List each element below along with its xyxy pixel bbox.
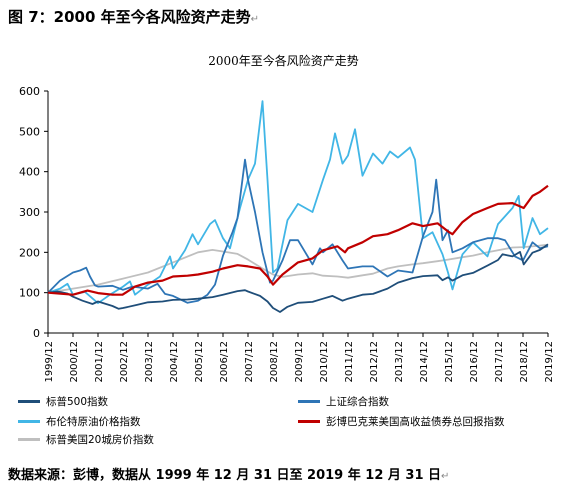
legend-swatch <box>18 420 40 423</box>
series-line-4 <box>47 184 549 296</box>
y-tick-label: 500 <box>19 125 40 138</box>
legend-item: 彭博巴克莱美国高收益债券总回报指数 <box>298 414 505 429</box>
y-tick-label: 100 <box>19 287 40 300</box>
legend-label: 上证综合指数 <box>326 396 389 408</box>
y-tick-label: 0 <box>33 327 40 340</box>
legend-label: 布伦特原油价格指数 <box>46 416 141 428</box>
x-tick-label: 2004/12 <box>169 341 180 383</box>
x-tick-label: 2011/12 <box>344 341 355 383</box>
y-tick-label: 300 <box>19 206 40 219</box>
x-tick-label: 2010/12 <box>319 341 330 383</box>
legend-label: 标普美国20城房价指数 <box>46 434 154 446</box>
series-line-2 <box>47 158 549 304</box>
x-tick-label: 2016/12 <box>469 341 480 383</box>
legend-item: 布伦特原油价格指数 <box>18 414 141 429</box>
x-tick-label: 2017/12 <box>494 341 505 383</box>
legend-label: 彭博巴克莱美国高收益债券总回报指数 <box>326 416 505 428</box>
y-tick-label: 400 <box>19 166 40 179</box>
x-tick-label: 2003/12 <box>144 341 155 383</box>
x-tick-label: 1999/12 <box>44 341 55 383</box>
y-tick-label: 600 <box>19 85 40 98</box>
x-tick-label: 2001/12 <box>94 341 105 383</box>
x-tick-label: 2002/12 <box>119 341 130 383</box>
x-tick-label: 2015/12 <box>444 341 455 383</box>
figure-caption: 图 7：2000 年至今各风险资产走势↵ <box>8 8 260 26</box>
return-mark-icon: ↵ <box>250 14 260 25</box>
x-tick-label: 2012/12 <box>369 341 380 383</box>
series-line-5 <box>47 243 549 294</box>
x-tick-label: 2007/12 <box>244 341 255 383</box>
legend-swatch <box>298 420 320 423</box>
x-tick-label: 2005/12 <box>194 341 205 383</box>
legend-swatch <box>18 400 40 403</box>
series-line-1 <box>47 243 549 313</box>
y-tick-label: 200 <box>19 246 40 259</box>
x-tick-label: 2013/12 <box>394 341 405 383</box>
legend-item: 标普美国20城房价指数 <box>18 432 154 447</box>
x-tick-label: 2006/12 <box>219 341 230 383</box>
x-tick-label: 2014/12 <box>419 341 430 383</box>
chart-legend: 标普500指数 上证综合指数布伦特原油价格指数 彭博巴克莱美国高收益债券总回报指数标… <box>18 394 563 450</box>
x-tick-label: 2009/12 <box>294 341 305 383</box>
legend-item: 标普500指数 <box>18 394 108 409</box>
source-note: 数据来源：彭博，数据从 1999 年 12 月 31 日至 2019 年 12 … <box>8 468 450 483</box>
legend-swatch <box>298 400 320 403</box>
legend-swatch <box>18 438 40 441</box>
chart-title: 2000年至今各风险资产走势 <box>208 54 359 68</box>
legend-item: 上证综合指数 <box>298 394 389 409</box>
x-tick-label: 2018/12 <box>519 341 530 383</box>
x-tick-label: 2019/12 <box>544 341 555 383</box>
legend-label: 标普500指数 <box>46 396 109 408</box>
x-tick-label: 2008/12 <box>269 341 280 383</box>
x-tick-label: 2000/12 <box>69 341 80 383</box>
return-mark-icon: ↵ <box>441 471 450 482</box>
